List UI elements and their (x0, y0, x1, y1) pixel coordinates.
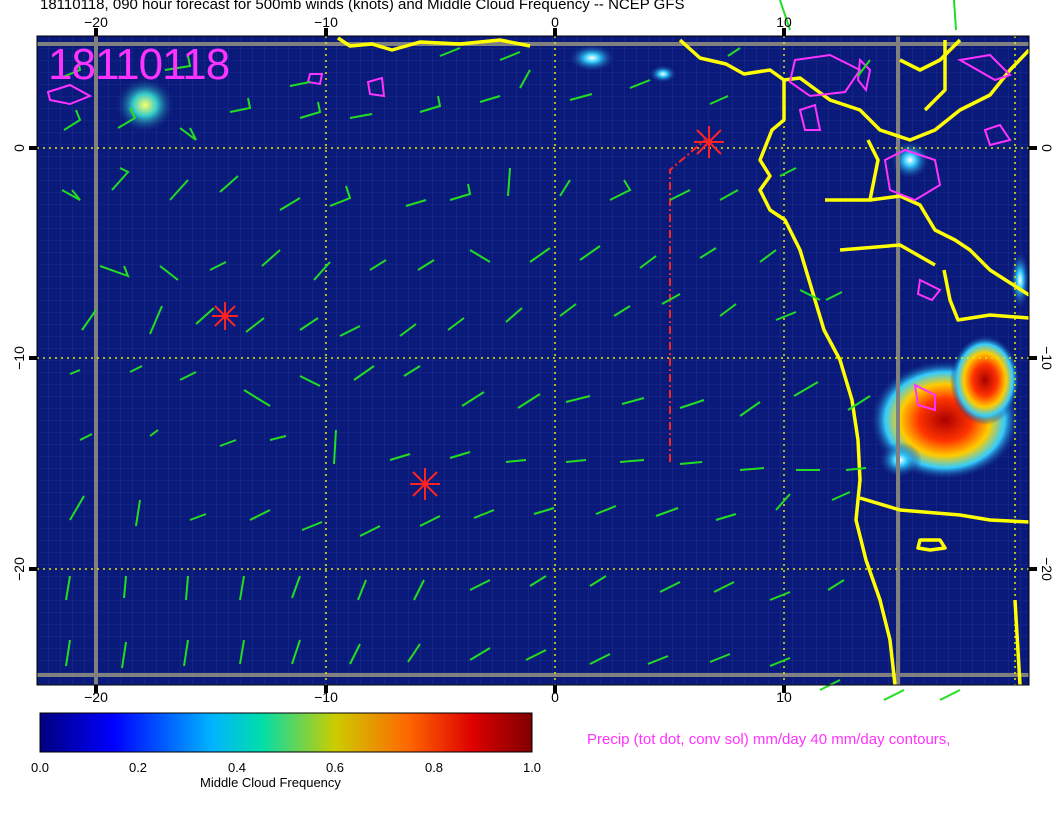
colorbar-tick: 0.8 (424, 760, 444, 775)
grid-dotted (37, 36, 1029, 685)
axis-labels: −20 −10 0 10 −20 −10 0 10 0 −10 −20 0 −1… (11, 14, 1055, 705)
colorbar-tick: 0.0 (30, 760, 50, 775)
frame-ticks (29, 28, 1037, 693)
coastline (337, 36, 1031, 686)
colorbar-tick: 1.0 (522, 760, 542, 775)
x-tick-top-3: 0 (551, 14, 559, 30)
storm-marker-2 (410, 468, 440, 500)
precip-contours (46, 53, 1012, 412)
colorbar (39, 712, 533, 753)
colorbar-label: Middle Cloud Frequency (200, 775, 341, 790)
y-tick-right-1: 0 (1039, 144, 1055, 152)
grid-major (37, 36, 1029, 685)
y-tick-right-2: −10 (1039, 346, 1055, 370)
y-tick-left-1: 0 (11, 144, 27, 152)
y-tick-left-3: −20 (11, 557, 27, 581)
storm-markers (212, 126, 724, 500)
storm-marker-3 (694, 126, 724, 158)
x-tick-top-1: −20 (84, 14, 108, 30)
colorbar-tick: 0.6 (325, 760, 345, 775)
colorbar-tick: 0.2 (128, 760, 148, 775)
storm-track (669, 139, 706, 462)
colorbar-tick: 0.4 (227, 760, 247, 775)
x-tick-bottom-3: 0 (551, 689, 559, 705)
wind-barbs (59, 0, 961, 701)
y-tick-left-2: −10 (11, 346, 27, 370)
date-stamp: 18110118 (48, 40, 230, 89)
x-tick-top-2: −10 (314, 14, 338, 30)
x-tick-bottom-4: 10 (776, 689, 792, 705)
x-tick-bottom-2: −10 (314, 689, 338, 705)
map-title: 18110118, 090 hour forecast for 500mb wi… (40, 0, 685, 13)
x-tick-top-4: 10 (776, 14, 792, 30)
x-tick-bottom-1: −20 (84, 689, 108, 705)
storm-marker-1 (212, 302, 238, 330)
y-tick-right-3: −20 (1039, 557, 1055, 581)
precip-note: Precip (tot dot, conv sol) mm/day 40 mm/… (587, 731, 951, 748)
